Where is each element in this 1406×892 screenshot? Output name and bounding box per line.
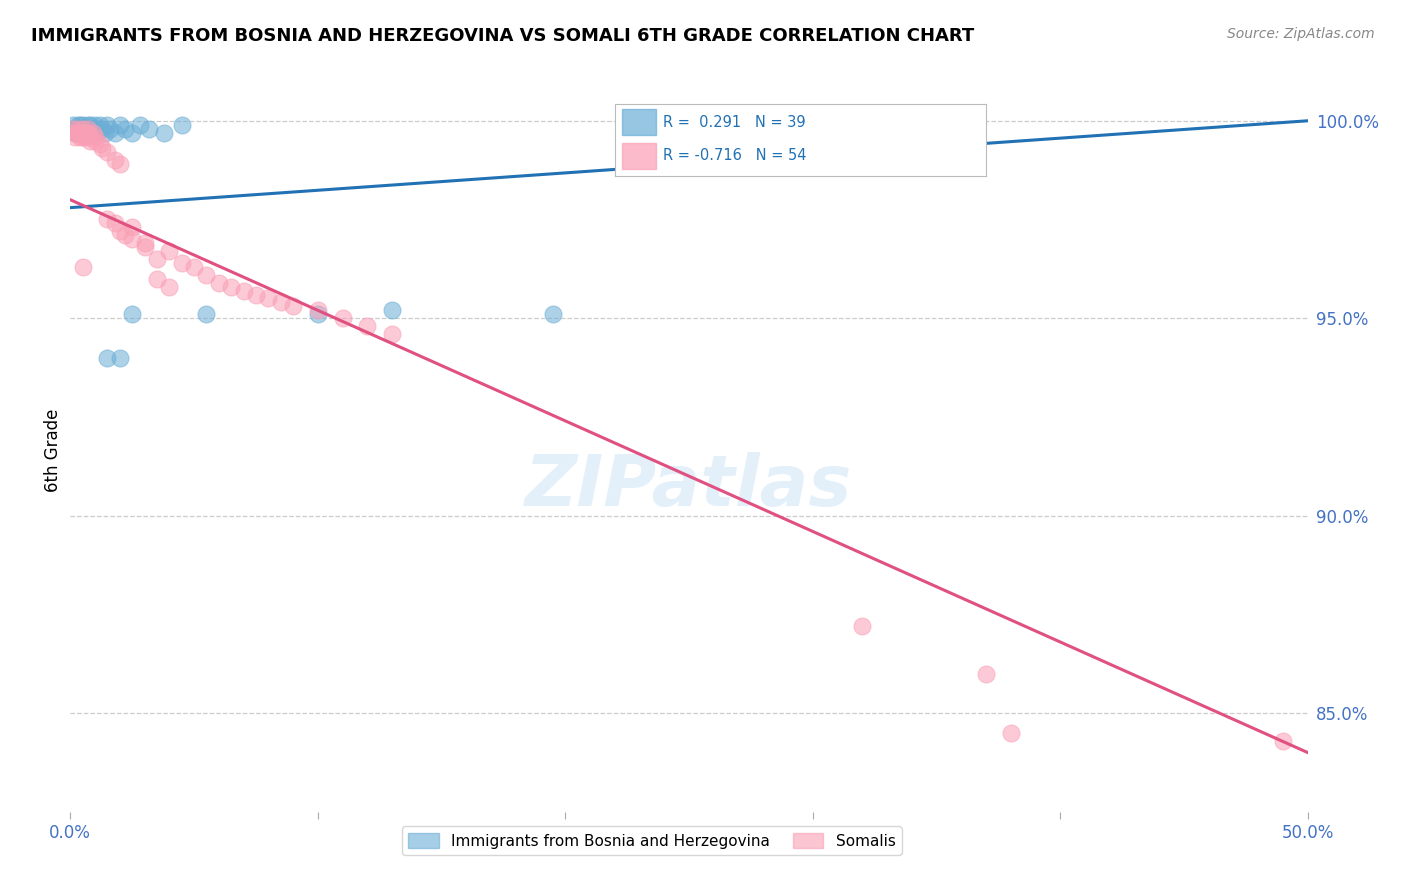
Point bbox=[1271, 733, 1294, 747]
Point bbox=[79, 126, 101, 140]
Point bbox=[72, 129, 94, 144]
Point bbox=[96, 145, 118, 160]
Point bbox=[62, 118, 84, 132]
Point bbox=[66, 121, 89, 136]
Point bbox=[153, 126, 176, 140]
Point bbox=[157, 279, 180, 293]
Point bbox=[89, 137, 111, 152]
Point bbox=[208, 276, 231, 290]
Point bbox=[128, 118, 150, 132]
Point bbox=[195, 307, 218, 321]
Point bbox=[134, 240, 156, 254]
Point bbox=[108, 351, 131, 365]
Point bbox=[104, 153, 127, 168]
Point bbox=[82, 126, 104, 140]
Point bbox=[114, 228, 136, 243]
Point bbox=[108, 157, 131, 171]
Point bbox=[75, 129, 97, 144]
Point bbox=[66, 126, 89, 140]
Y-axis label: 6th Grade: 6th Grade bbox=[44, 409, 62, 492]
Point bbox=[157, 244, 180, 258]
Point bbox=[72, 118, 94, 132]
Point bbox=[89, 118, 111, 132]
Point bbox=[219, 279, 242, 293]
Point bbox=[72, 121, 94, 136]
Point bbox=[121, 307, 143, 321]
Point bbox=[851, 619, 873, 633]
Point bbox=[82, 121, 104, 136]
Point bbox=[65, 121, 87, 136]
Point bbox=[307, 307, 329, 321]
Point bbox=[170, 256, 193, 270]
Point bbox=[76, 121, 98, 136]
Point bbox=[108, 224, 131, 238]
Point bbox=[84, 129, 107, 144]
Point bbox=[91, 121, 114, 136]
Point bbox=[96, 212, 118, 227]
Point bbox=[195, 268, 218, 282]
Point bbox=[183, 260, 205, 274]
Point bbox=[307, 303, 329, 318]
Point bbox=[86, 121, 108, 136]
Point bbox=[75, 126, 97, 140]
Point bbox=[104, 126, 127, 140]
Point bbox=[134, 236, 156, 251]
Point bbox=[84, 134, 107, 148]
Point bbox=[98, 121, 121, 136]
Point bbox=[91, 141, 114, 155]
Point bbox=[121, 126, 143, 140]
Point bbox=[1000, 725, 1022, 739]
Text: Source: ZipAtlas.com: Source: ZipAtlas.com bbox=[1227, 27, 1375, 41]
Point bbox=[84, 126, 107, 140]
Point bbox=[138, 121, 160, 136]
Point bbox=[79, 129, 101, 144]
Point bbox=[121, 220, 143, 235]
Point bbox=[75, 121, 97, 136]
Point bbox=[146, 252, 169, 266]
Point bbox=[66, 121, 89, 136]
Point bbox=[69, 121, 91, 136]
Point bbox=[108, 118, 131, 132]
Point bbox=[114, 121, 136, 136]
Point bbox=[76, 121, 98, 136]
Point bbox=[270, 295, 292, 310]
Point bbox=[281, 299, 304, 313]
Point bbox=[104, 216, 127, 230]
Point bbox=[69, 129, 91, 144]
Point bbox=[356, 319, 378, 334]
Text: ZIPatlas: ZIPatlas bbox=[526, 452, 852, 521]
Point bbox=[65, 126, 87, 140]
Point bbox=[257, 292, 280, 306]
Point bbox=[96, 351, 118, 365]
Point bbox=[79, 134, 101, 148]
Point bbox=[75, 126, 97, 140]
Point bbox=[245, 287, 267, 301]
Point bbox=[232, 284, 254, 298]
Point bbox=[69, 118, 91, 132]
Point bbox=[84, 118, 107, 132]
Point bbox=[332, 311, 354, 326]
Point bbox=[541, 307, 564, 321]
Point bbox=[974, 666, 997, 681]
Point bbox=[94, 126, 117, 140]
Point bbox=[381, 303, 404, 318]
Point bbox=[76, 126, 98, 140]
Point bbox=[72, 126, 94, 140]
Point bbox=[381, 326, 404, 341]
Point bbox=[65, 129, 87, 144]
Point bbox=[62, 121, 84, 136]
Point bbox=[72, 260, 94, 274]
Point bbox=[170, 118, 193, 132]
Point bbox=[146, 271, 169, 285]
Legend: Immigrants from Bosnia and Herzegovina, Somalis: Immigrants from Bosnia and Herzegovina, … bbox=[402, 827, 901, 855]
Text: IMMIGRANTS FROM BOSNIA AND HERZEGOVINA VS SOMALI 6TH GRADE CORRELATION CHART: IMMIGRANTS FROM BOSNIA AND HERZEGOVINA V… bbox=[31, 27, 974, 45]
Point bbox=[79, 118, 101, 132]
Point bbox=[96, 118, 118, 132]
Point bbox=[65, 126, 87, 140]
Point bbox=[69, 126, 91, 140]
Point bbox=[121, 232, 143, 246]
Point bbox=[66, 118, 89, 132]
Point bbox=[76, 118, 98, 132]
